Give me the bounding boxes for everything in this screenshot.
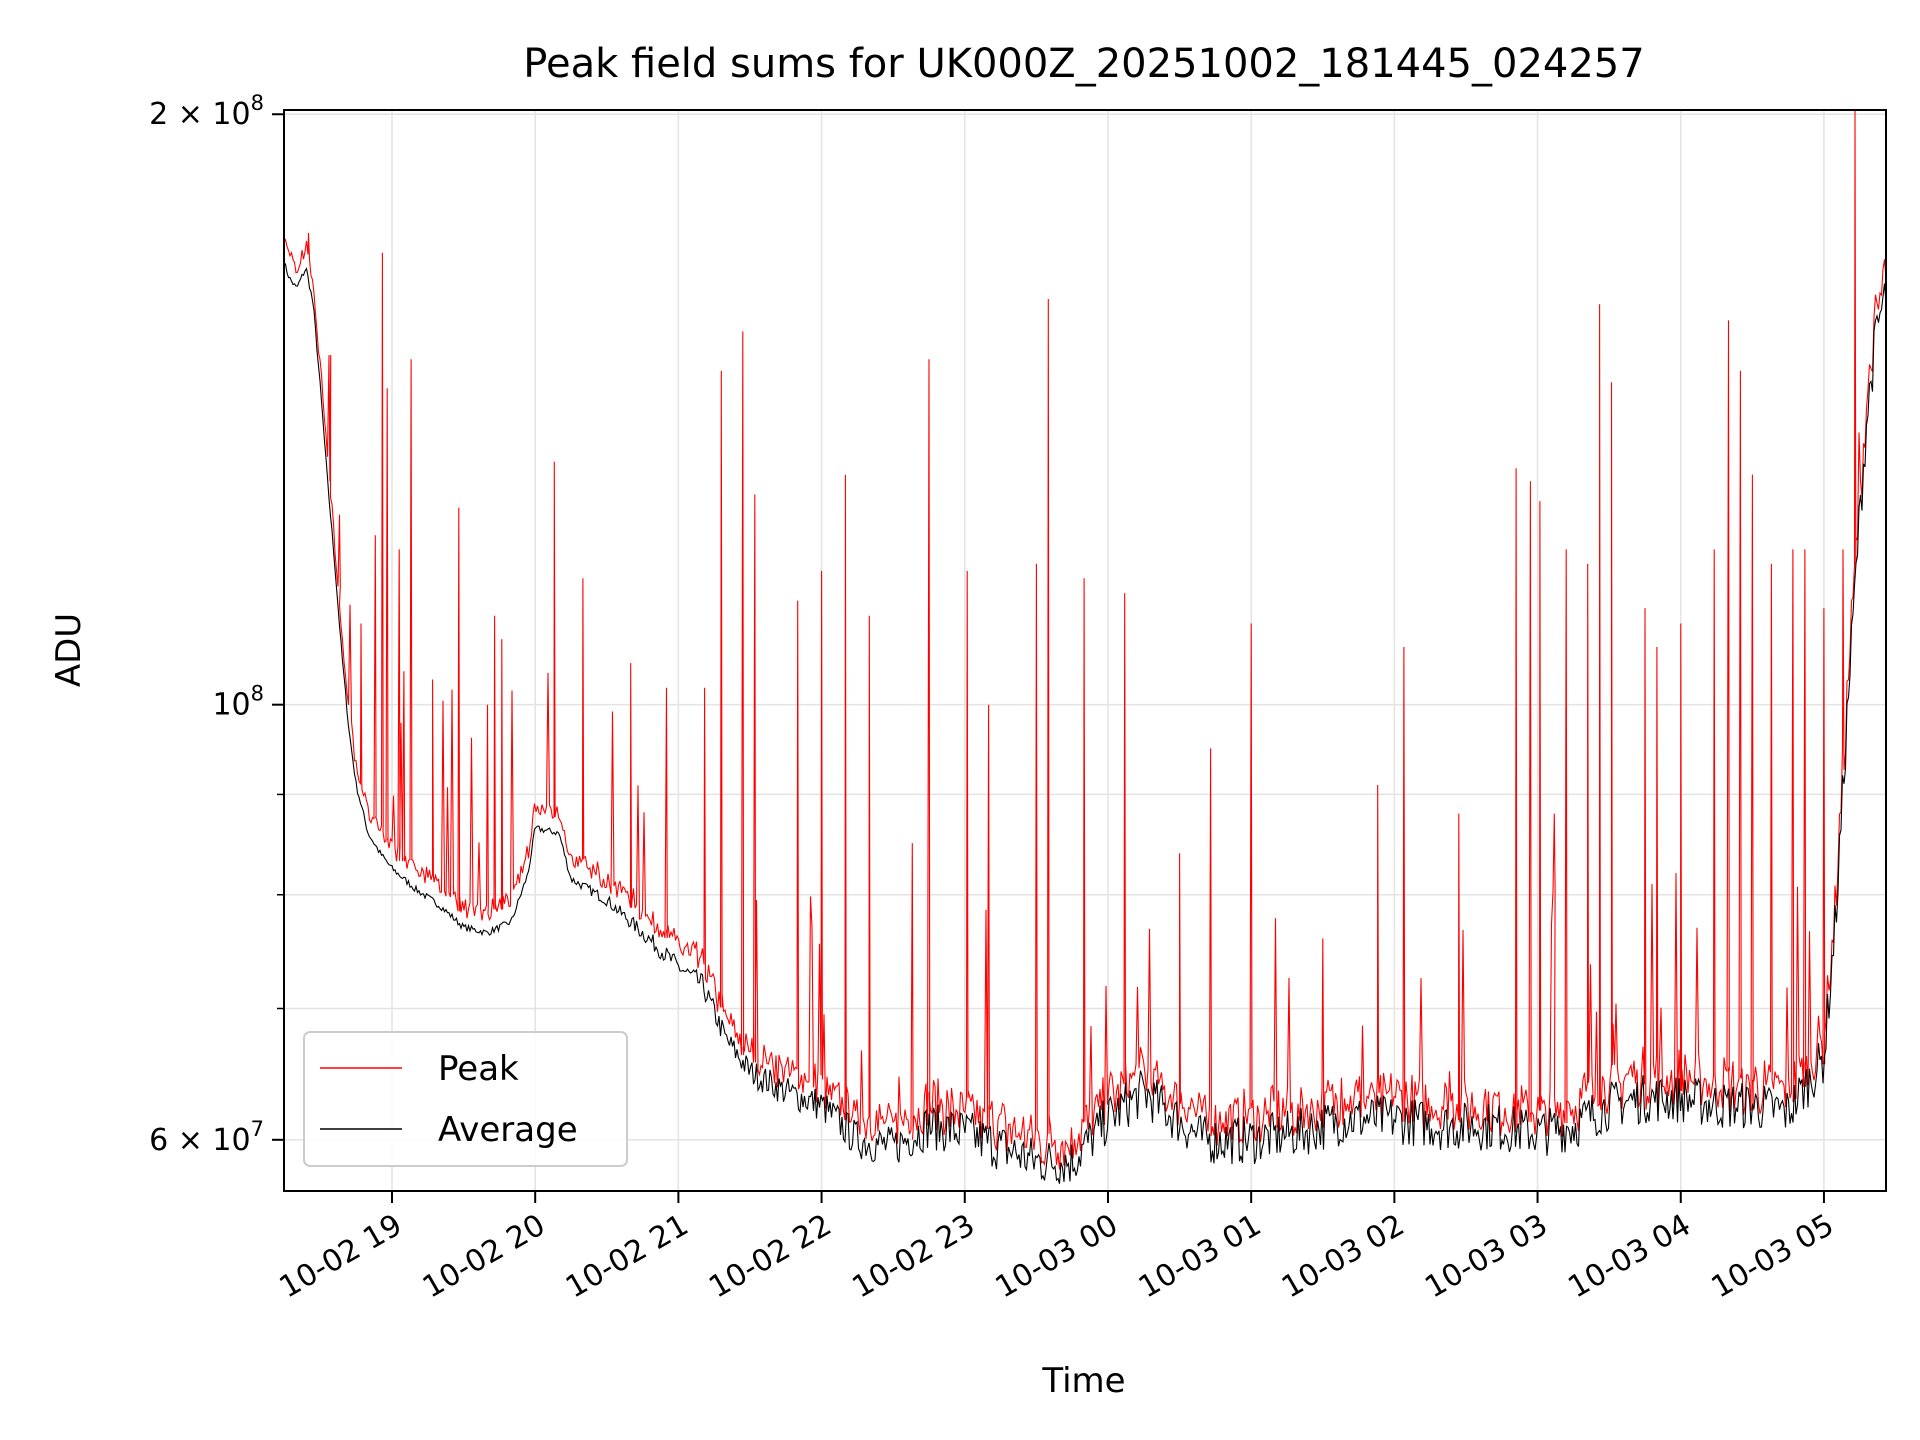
x-axis-ticks: 10-02 19 10-02 20 10-02 21 10-02 22 10-02 23… — [274, 1191, 1840, 1305]
x-tick-label: 10-02 21 — [560, 1208, 694, 1306]
average-series-line — [283, 262, 1887, 1184]
peak-series-line — [283, 109, 1887, 1170]
x-tick-label: 10-03 01 — [1133, 1208, 1267, 1306]
x-tick-label: 10-02 23 — [846, 1208, 980, 1306]
x-tick-label: 10-03 00 — [990, 1208, 1124, 1306]
x-tick-label: 10-02 22 — [703, 1208, 837, 1306]
x-tick-label: 10-03 04 — [1562, 1208, 1696, 1306]
y-tick-label: 2 × 108 — [149, 91, 264, 132]
y-tick-label: 108 — [212, 682, 264, 723]
plot-frame — [283, 109, 1887, 1192]
legend-average-label: Average — [438, 1110, 578, 1150]
legend: Peak Average — [303, 1031, 628, 1167]
x-tick-label: 10-02 19 — [274, 1208, 408, 1306]
y-axis-label: ADU — [49, 613, 89, 687]
legend-box — [303, 1031, 628, 1167]
x-tick-label: 10-03 02 — [1276, 1208, 1410, 1306]
x-tick-label: 10-03 03 — [1419, 1208, 1553, 1306]
plot-area — [283, 109, 1887, 1184]
chart-title: Peak field sums for UK000Z_20251002_1814… — [523, 41, 1644, 87]
x-axis-label: Time — [1041, 1361, 1125, 1401]
legend-peak-label: Peak — [438, 1049, 519, 1089]
x-tick-label: 10-02 20 — [417, 1208, 551, 1306]
y-tick-label: 6 × 107 — [149, 1117, 264, 1158]
y-axis-ticks: 6 × 107 108 2 × 108 — [149, 91, 284, 1158]
x-tick-label: 10-03 05 — [1706, 1208, 1840, 1306]
